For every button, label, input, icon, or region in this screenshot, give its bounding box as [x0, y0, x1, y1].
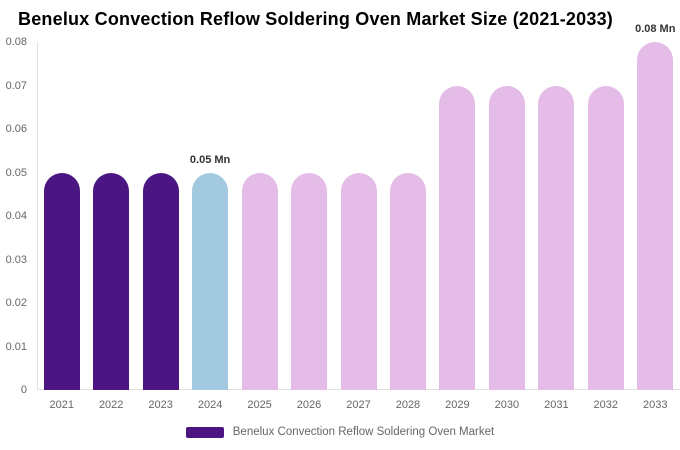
x-tick-2031: 2031	[544, 399, 569, 411]
x-tick-2032: 2032	[593, 399, 619, 411]
bar-2024[interactable]	[192, 172, 229, 390]
x-tick-2030: 2030	[494, 399, 520, 411]
bar-2033[interactable]	[637, 42, 674, 390]
bar-2025[interactable]	[241, 172, 278, 390]
x-tick-2024: 2024	[197, 399, 223, 411]
bar-2030[interactable]	[488, 85, 525, 390]
value-label-2033: 0.08 Mn	[635, 23, 676, 35]
bar-2022[interactable]	[93, 172, 130, 390]
x-tick-2022: 2022	[98, 399, 124, 411]
bar-2027[interactable]	[340, 172, 377, 390]
x-tick-2026: 2026	[296, 399, 322, 411]
bar-2026[interactable]	[291, 172, 328, 390]
bar-2021[interactable]	[43, 172, 80, 390]
x-tick-2033: 2033	[643, 399, 668, 411]
x-tick-2025: 2025	[247, 399, 272, 411]
legend-item[interactable]: Benelux Convection Reflow Soldering Oven…	[0, 426, 680, 438]
y-tick-0.03: 0.03	[5, 253, 27, 266]
y-tick-0: 0	[20, 384, 27, 396]
legend-swatch	[185, 426, 224, 438]
x-tick-2029: 2029	[445, 399, 470, 411]
value-label-2024: 0.05 Mn	[189, 153, 231, 166]
y-tick-0.05: 0.05	[5, 166, 27, 179]
bar-2023[interactable]	[142, 172, 179, 390]
x-tick-2027: 2027	[346, 399, 371, 411]
y-tick-0.01: 0.01	[5, 340, 27, 353]
chart-title: Benelux Convection Reflow Soldering Oven…	[18, 9, 613, 29]
bar-2029[interactable]	[439, 85, 476, 390]
bar-2032[interactable]	[587, 85, 624, 390]
y-tick-0.08: 0.08	[5, 36, 27, 48]
x-tick-2028: 2028	[395, 399, 421, 411]
y-tick-0.06: 0.06	[5, 123, 27, 135]
legend-label: Benelux Convection Reflow Soldering Oven…	[232, 426, 495, 438]
y-tick-0.07: 0.07	[5, 79, 27, 92]
x-tick-2023: 2023	[148, 399, 173, 411]
y-tick-0.02: 0.02	[5, 297, 27, 309]
bar-2031[interactable]	[538, 85, 575, 390]
x-tick-2021: 2021	[49, 399, 74, 411]
y-tick-0.04: 0.04	[5, 210, 27, 222]
bar-2028[interactable]	[389, 172, 426, 390]
